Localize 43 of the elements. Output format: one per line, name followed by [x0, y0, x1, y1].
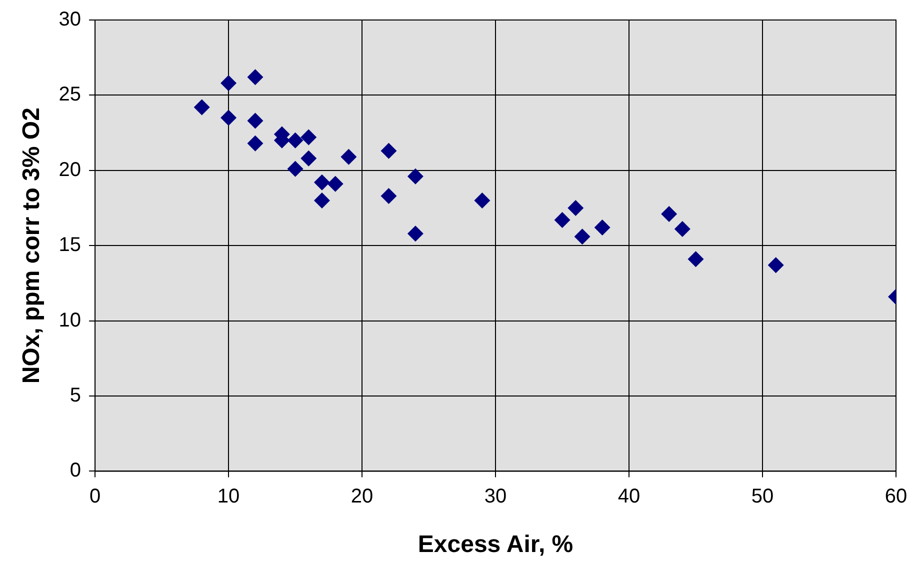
point	[340, 148, 357, 165]
point	[220, 110, 237, 126]
point	[768, 257, 784, 274]
y-tick-label: 30	[58, 8, 82, 31]
point	[674, 221, 690, 238]
point	[380, 142, 397, 159]
point	[220, 75, 237, 92]
point	[407, 226, 424, 242]
y-tick-label: 0	[70, 460, 82, 482]
y-tick-label: 5	[70, 384, 82, 407]
x-axis-title: Excess Air, %	[418, 531, 574, 558]
point	[314, 192, 330, 208]
point	[300, 129, 317, 146]
x-tick-label: 20	[350, 486, 374, 508]
x-tick-label: 60	[884, 486, 908, 508]
point	[247, 135, 264, 152]
point	[574, 228, 590, 245]
point	[287, 132, 304, 148]
point	[568, 200, 584, 216]
point	[314, 174, 330, 190]
point	[474, 192, 490, 208]
point	[300, 150, 317, 166]
point	[247, 69, 264, 86]
x-tick-label: 10	[217, 486, 240, 508]
point	[380, 188, 397, 204]
point	[688, 251, 704, 268]
x-tick-label: 50	[751, 486, 774, 508]
point	[554, 212, 570, 228]
point	[407, 168, 424, 184]
y-tick-label: 10	[58, 309, 82, 332]
point	[247, 112, 264, 129]
point	[661, 206, 678, 222]
x-tick-label: 0	[89, 486, 101, 508]
y-tick-label: 25	[58, 84, 82, 106]
point	[287, 160, 304, 177]
point	[194, 99, 210, 116]
point	[594, 220, 610, 236]
y-axis-title: NOx, ppm corr to 3% O2	[18, 108, 46, 384]
point	[327, 176, 344, 192]
y-tick-label: 15	[58, 234, 82, 256]
x-tick-label: 30	[484, 486, 507, 508]
y-tick-label: 20	[58, 158, 82, 181]
x-tick-label: 40	[618, 486, 640, 508]
